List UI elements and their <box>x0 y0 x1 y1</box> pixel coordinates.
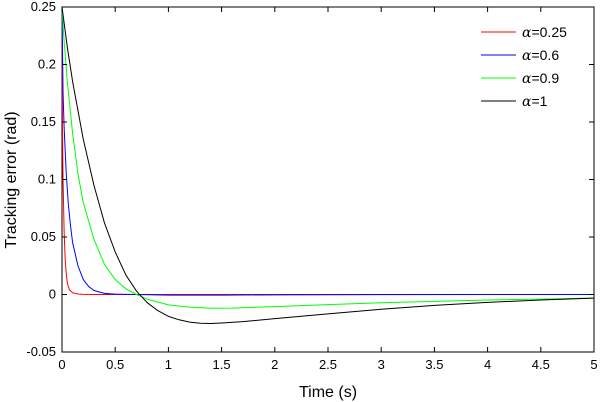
x-axis-label: Time (s) <box>299 384 357 401</box>
y-tick-label: 0.05 <box>31 229 56 244</box>
legend-entry-label: α=1 <box>522 93 548 110</box>
x-tick-label: 4.5 <box>532 357 550 372</box>
series-line-1 <box>61 6 594 296</box>
legend-alpha-symbol: α <box>522 48 532 64</box>
legend-entry-label: α=0.9 <box>522 70 559 87</box>
y-tick-label: 0.2 <box>38 57 56 72</box>
series-line-2 <box>61 6 595 309</box>
x-tick-label: 3 <box>378 357 385 372</box>
legend-box <box>474 18 588 114</box>
x-tick-label: 0 <box>58 357 65 372</box>
x-tick-label: 0.5 <box>106 357 124 372</box>
legend-value: =0.25 <box>531 24 567 40</box>
x-tick-label: 4 <box>484 357 491 372</box>
x-tick-label: 2.5 <box>319 357 337 372</box>
series-line-3 <box>61 6 595 324</box>
legend-value: =0.6 <box>531 47 559 63</box>
legend-entry-label: α=0.6 <box>522 47 559 64</box>
y-tick-label: 0.15 <box>31 114 56 129</box>
legend-value: =0.9 <box>531 70 559 86</box>
y-tick-label: -0.05 <box>26 344 56 359</box>
x-tick-label: 1 <box>165 357 172 372</box>
legend-value: =1 <box>531 93 547 109</box>
x-tick-label: 2 <box>271 357 278 372</box>
y-tick-label: 0.25 <box>31 0 56 14</box>
legend-alpha-symbol: α <box>522 71 532 87</box>
legend-alpha-symbol: α <box>522 25 532 41</box>
x-tick-label: 3.5 <box>425 357 443 372</box>
y-axis-label: Tracking error (rad) <box>3 111 20 248</box>
y-tick-label: 0.1 <box>38 172 56 187</box>
legend: α=0.25α=0.6α=0.9α=1 <box>474 18 588 114</box>
y-tick-label: 0 <box>49 287 56 302</box>
legend-entry-label: α=0.25 <box>522 24 567 41</box>
tick-layer: 0 0.5 1 1.5 2 2.5 3 3.5 4 4.5 5-0.0500.050.10.150.… <box>26 0 597 372</box>
legend-alpha-symbol: α <box>522 94 532 110</box>
x-tick-label: 1.5 <box>213 357 231 372</box>
x-tick-label: 5 <box>590 357 597 372</box>
series-layer <box>61 6 595 324</box>
